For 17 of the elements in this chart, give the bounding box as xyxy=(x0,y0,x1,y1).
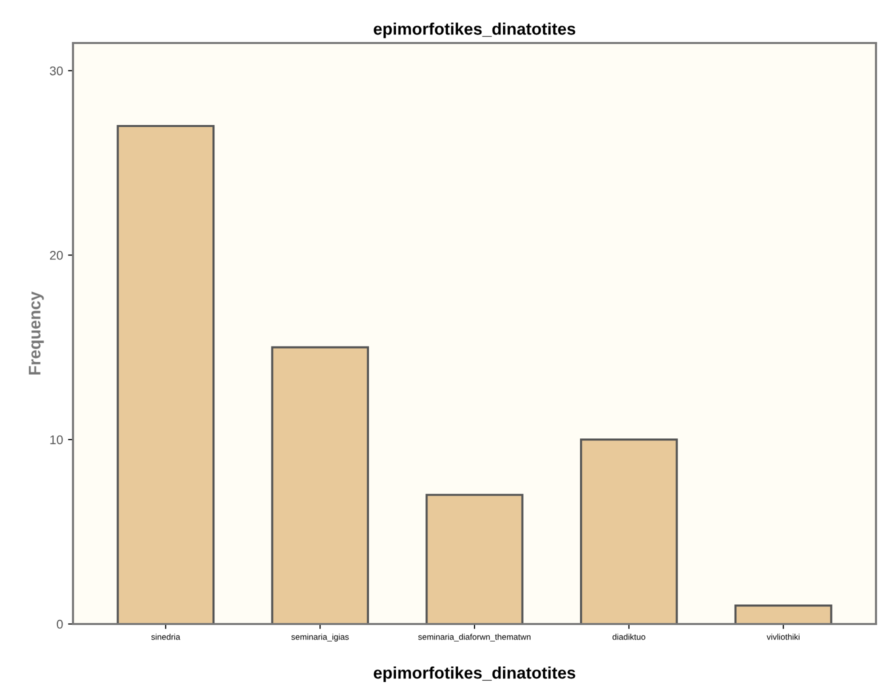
chart-title: epimorfotikes_dinatotites xyxy=(374,22,576,38)
x-tick-label: diadiktuo xyxy=(612,634,646,640)
y-axis-title: Frequency xyxy=(28,291,44,375)
x-tick-label: vivliothiki xyxy=(766,634,800,640)
y-tick-label: 0 xyxy=(56,620,63,629)
bar xyxy=(116,124,215,624)
bar xyxy=(580,438,678,624)
y-tick-label: 20 xyxy=(50,250,63,260)
x-tick-label: seminaria_igias xyxy=(291,634,349,642)
x-tick-label: seminaria_diaforwn_thematwn xyxy=(418,634,530,642)
x-tick-label: sinedria xyxy=(151,634,180,640)
y-tick-label: 10 xyxy=(50,435,63,444)
bar xyxy=(426,494,524,624)
bar xyxy=(271,346,369,624)
x-axis-title: epimorfotikes_dinatotites xyxy=(374,666,576,682)
bar xyxy=(734,604,832,624)
y-tick-label: 30 xyxy=(50,66,63,76)
